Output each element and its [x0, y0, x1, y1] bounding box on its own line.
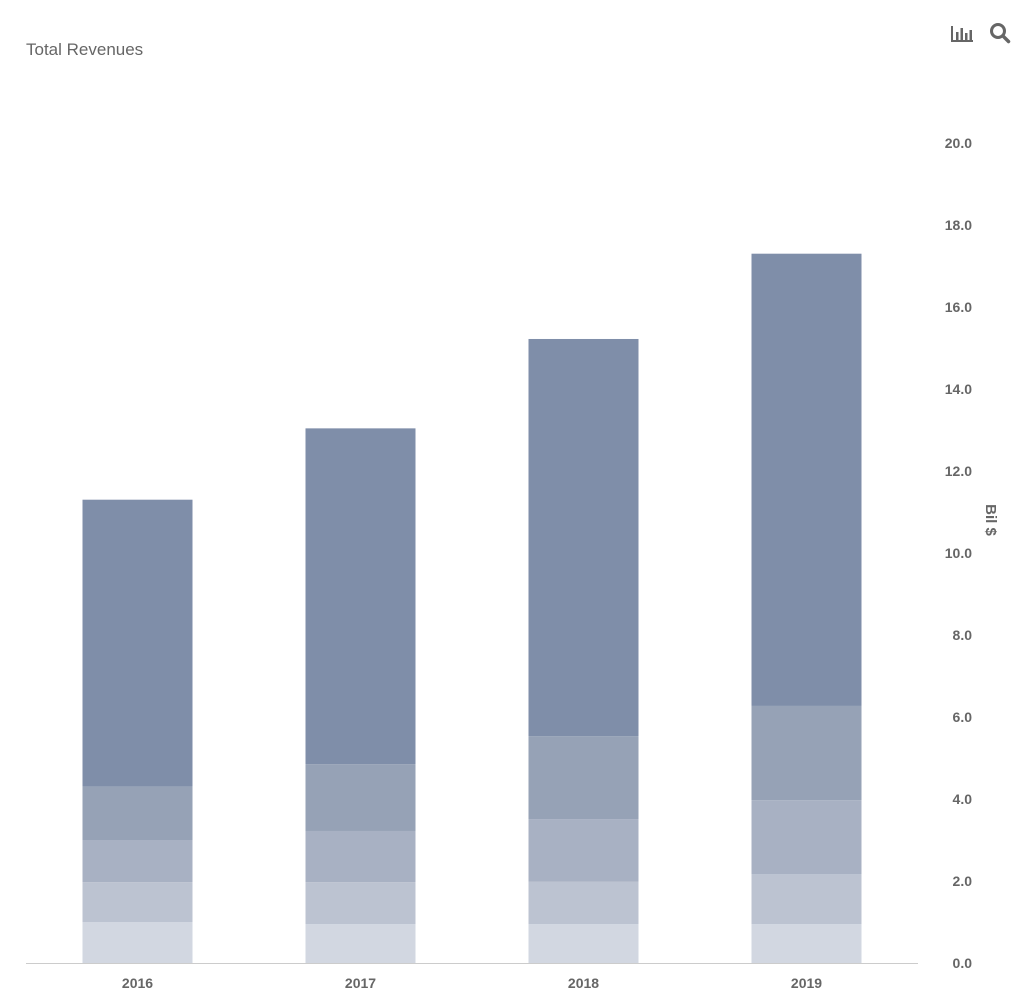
bar-segment-2016-2 — [82, 882, 193, 922]
bar-segment-2017-2 — [305, 882, 416, 925]
bar-segment-2019-4 — [751, 705, 862, 801]
y-tick-label: 6.0 — [953, 709, 973, 725]
bar-segment-2019-2 — [751, 874, 862, 925]
bar-segment-2019-5 — [751, 253, 862, 706]
bar-segment-2016-5 — [82, 499, 193, 787]
bar-segment-2018-5 — [528, 338, 639, 737]
bar-segment-2016-4 — [82, 786, 193, 840]
y-tick-label: 12.0 — [945, 463, 972, 479]
bar-segment-2017-1 — [305, 924, 416, 963]
bar-segment-2019-1 — [751, 924, 862, 963]
y-tick-label: 8.0 — [953, 627, 973, 643]
bar-segment-2017-5 — [305, 428, 416, 765]
y-tick-label: 20.0 — [945, 135, 972, 151]
y-tick-label: 16.0 — [945, 299, 972, 315]
chart-title: Total Revenues — [26, 40, 144, 59]
y-axis-title: Bil $ — [982, 504, 999, 536]
x-tick-label: 2019 — [791, 975, 822, 991]
y-tick-label: 18.0 — [945, 217, 972, 233]
bar-segment-2019-3 — [751, 800, 862, 875]
bar-segment-2017-3 — [305, 830, 416, 883]
bar-chart-icon[interactable] — [949, 22, 975, 44]
x-tick-label: 2017 — [345, 975, 376, 991]
y-tick-label: 10.0 — [945, 545, 972, 561]
bar-segment-2018-2 — [528, 881, 639, 925]
bar-segment-2016-1 — [82, 922, 193, 963]
x-tick-label: 2018 — [568, 975, 599, 991]
bar-segment-2018-3 — [528, 819, 639, 882]
bar-segment-2016-3 — [82, 840, 193, 883]
y-tick-label: 4.0 — [953, 791, 973, 807]
bar-segment-2018-4 — [528, 736, 639, 820]
y-tick-label: 14.0 — [945, 381, 972, 397]
y-tick-label: 0.0 — [953, 955, 973, 971]
bar-segment-2018-1 — [528, 924, 639, 963]
bar-segment-2017-4 — [305, 764, 416, 831]
y-tick-label: 2.0 — [953, 873, 973, 889]
search-icon[interactable] — [988, 22, 1014, 44]
x-tick-label: 2016 — [122, 975, 153, 991]
